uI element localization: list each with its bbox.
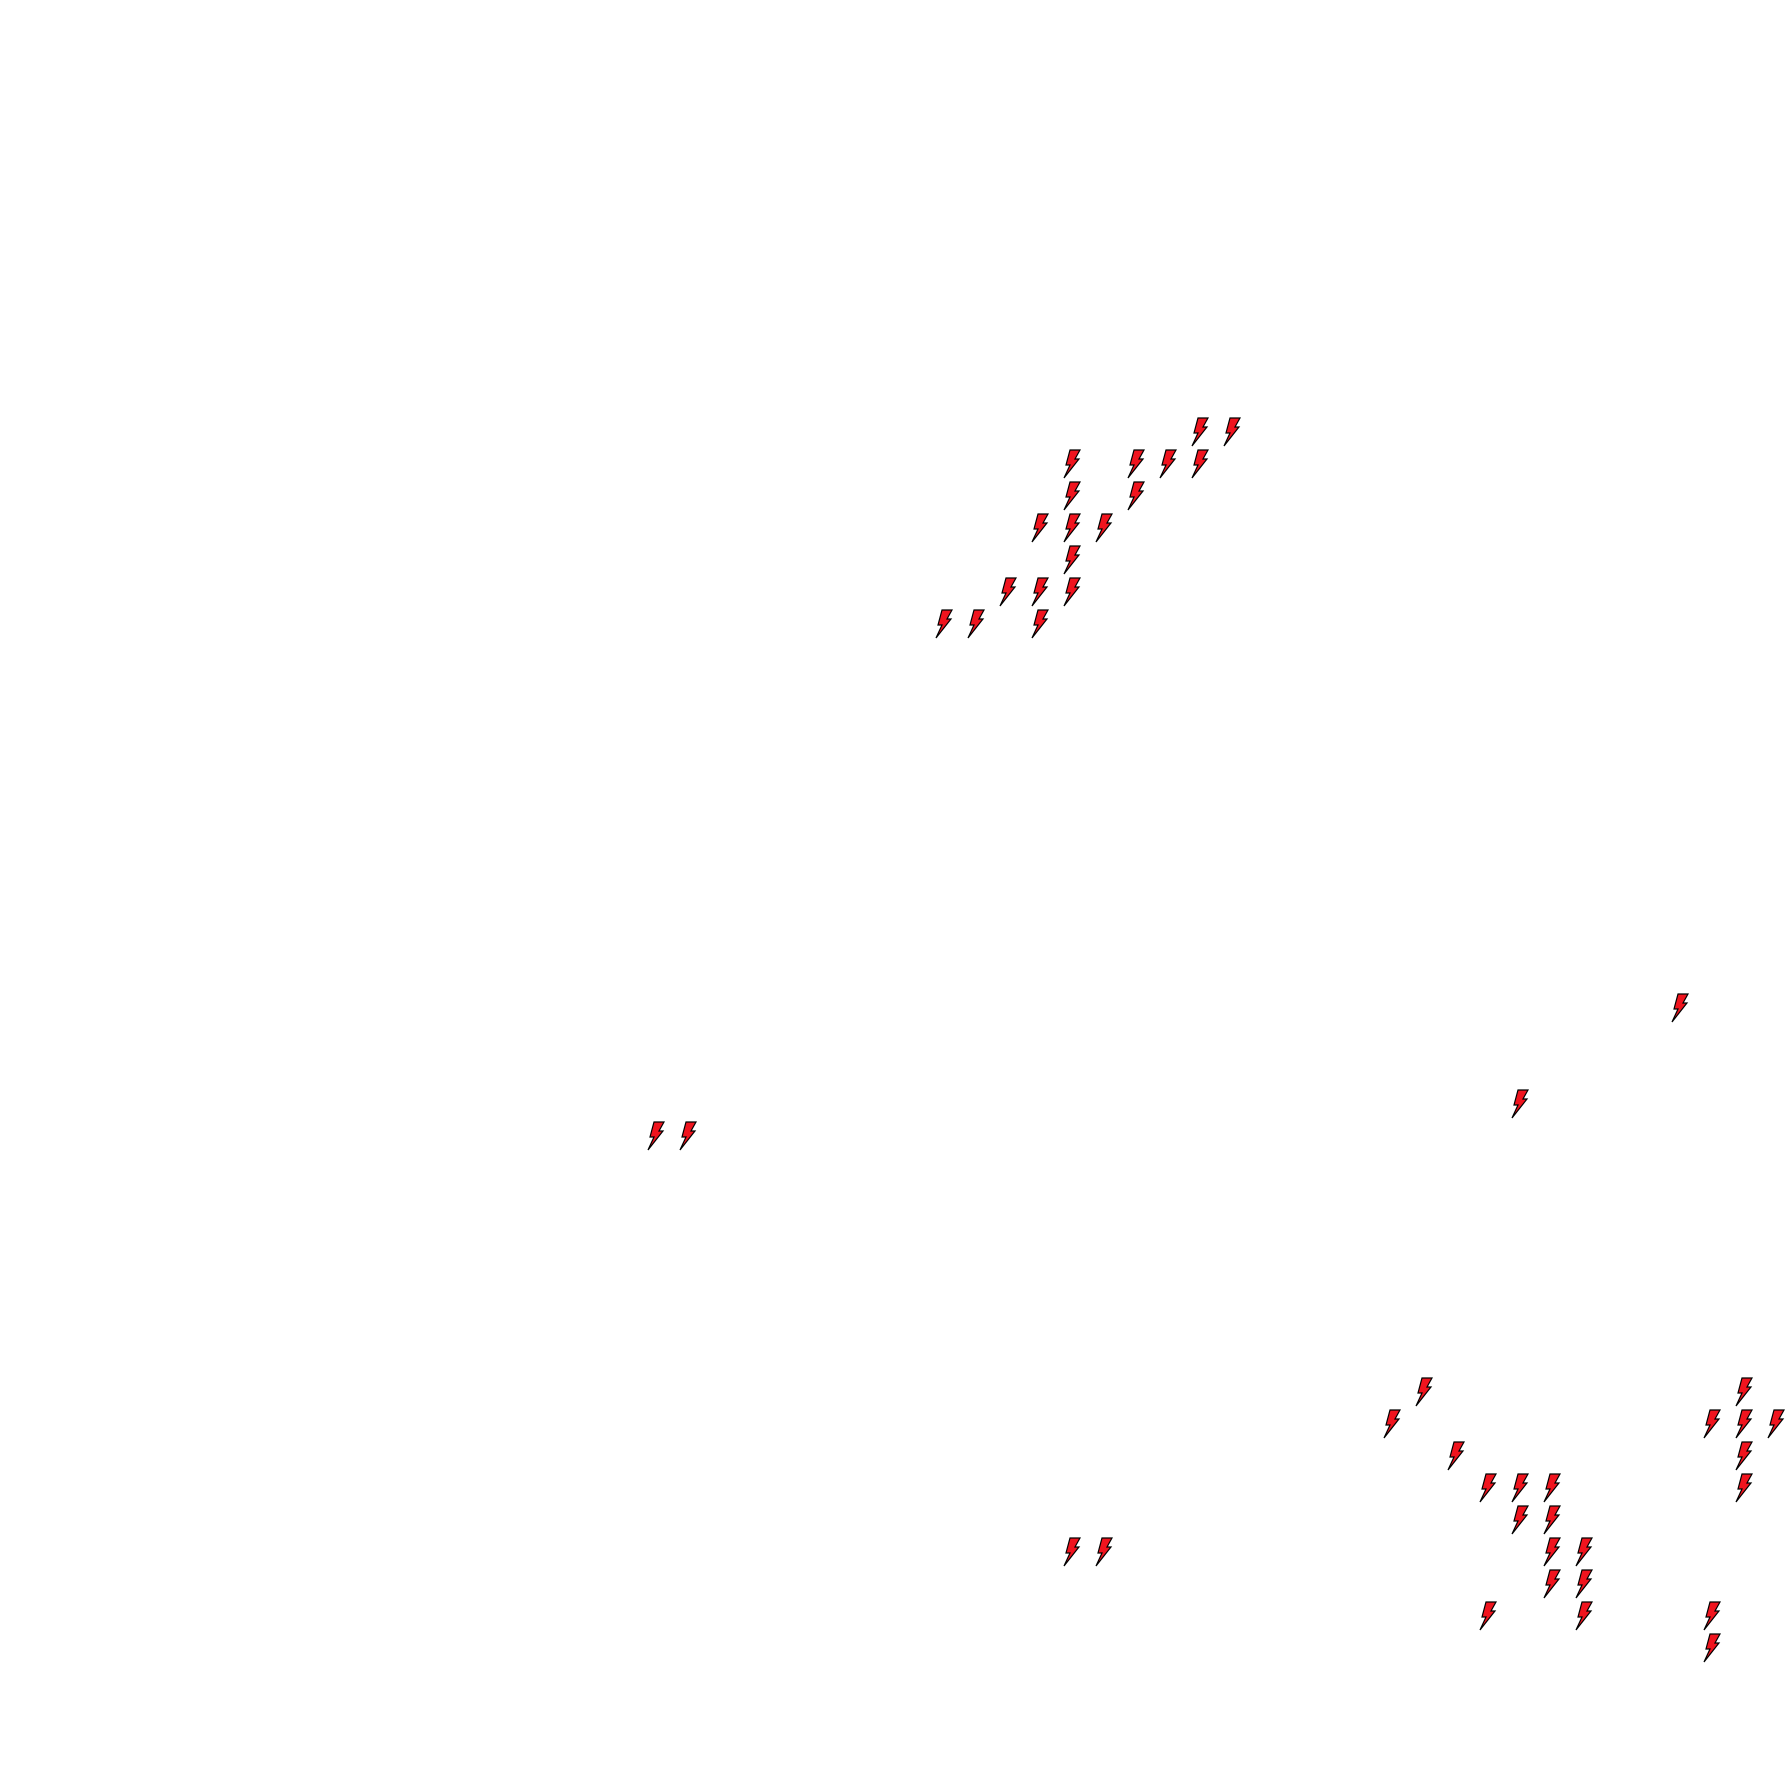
lightning-bolt-icon	[1511, 1089, 1529, 1119]
lightning-bolt-icon	[1031, 577, 1049, 607]
lightning-bolt-icon	[1031, 513, 1049, 543]
lightning-bolt-icon	[1191, 417, 1209, 447]
lightning-bolt-icon	[1575, 1537, 1593, 1567]
lightning-bolt-icon	[1095, 1537, 1113, 1567]
lightning-bolt-icon	[1479, 1473, 1497, 1503]
lightning-bolt-icon	[1191, 449, 1209, 479]
lightning-bolt-icon	[935, 609, 953, 639]
lightning-bolt-icon	[1543, 1537, 1561, 1567]
lightning-bolt-icon	[1031, 609, 1049, 639]
lightning-bolt-icon	[1543, 1473, 1561, 1503]
lightning-bolt-icon	[1383, 1409, 1401, 1439]
lightning-bolt-icon	[1703, 1409, 1721, 1439]
lightning-bolt-icon	[1127, 481, 1145, 511]
lightning-bolt-icon	[1575, 1569, 1593, 1599]
lightning-bolt-icon	[1511, 1473, 1529, 1503]
lightning-bolt-icon	[1063, 545, 1081, 575]
lightning-bolt-icon	[1671, 993, 1689, 1023]
lightning-bolt-icon	[1543, 1505, 1561, 1535]
lightning-bolt-icon	[999, 577, 1017, 607]
lightning-bolt-icon	[1735, 1441, 1753, 1471]
lightning-bolt-icon	[1703, 1601, 1721, 1631]
lightning-bolt-icon	[647, 1121, 665, 1151]
lightning-bolt-icon	[1063, 513, 1081, 543]
lightning-bolt-icon	[1127, 449, 1145, 479]
lightning-bolt-icon	[1767, 1409, 1785, 1439]
lightning-bolt-icon	[1735, 1473, 1753, 1503]
lightning-bolt-icon	[1447, 1441, 1465, 1471]
lightning-bolt-icon	[1063, 577, 1081, 607]
lightning-bolt-icon	[1703, 1633, 1721, 1663]
lightning-bolt-icon	[1479, 1601, 1497, 1631]
lightning-bolt-icon	[1511, 1505, 1529, 1535]
lightning-bolt-icon	[1575, 1601, 1593, 1631]
lightning-bolt-icon	[679, 1121, 697, 1151]
lightning-bolt-icon	[1063, 1537, 1081, 1567]
lightning-bolt-icon	[1735, 1409, 1753, 1439]
lightning-bolt-icon	[1543, 1569, 1561, 1599]
lightning-bolt-icon	[1415, 1377, 1433, 1407]
lightning-bolt-icon	[1159, 449, 1177, 479]
lightning-bolt-icon	[1063, 449, 1081, 479]
lightning-bolt-icon	[967, 609, 985, 639]
lightning-bolt-icon	[1735, 1377, 1753, 1407]
lightning-bolt-icon	[1095, 513, 1113, 543]
lightning-bolt-icon	[1223, 417, 1241, 447]
lightning-bolt-icon	[1063, 481, 1081, 511]
